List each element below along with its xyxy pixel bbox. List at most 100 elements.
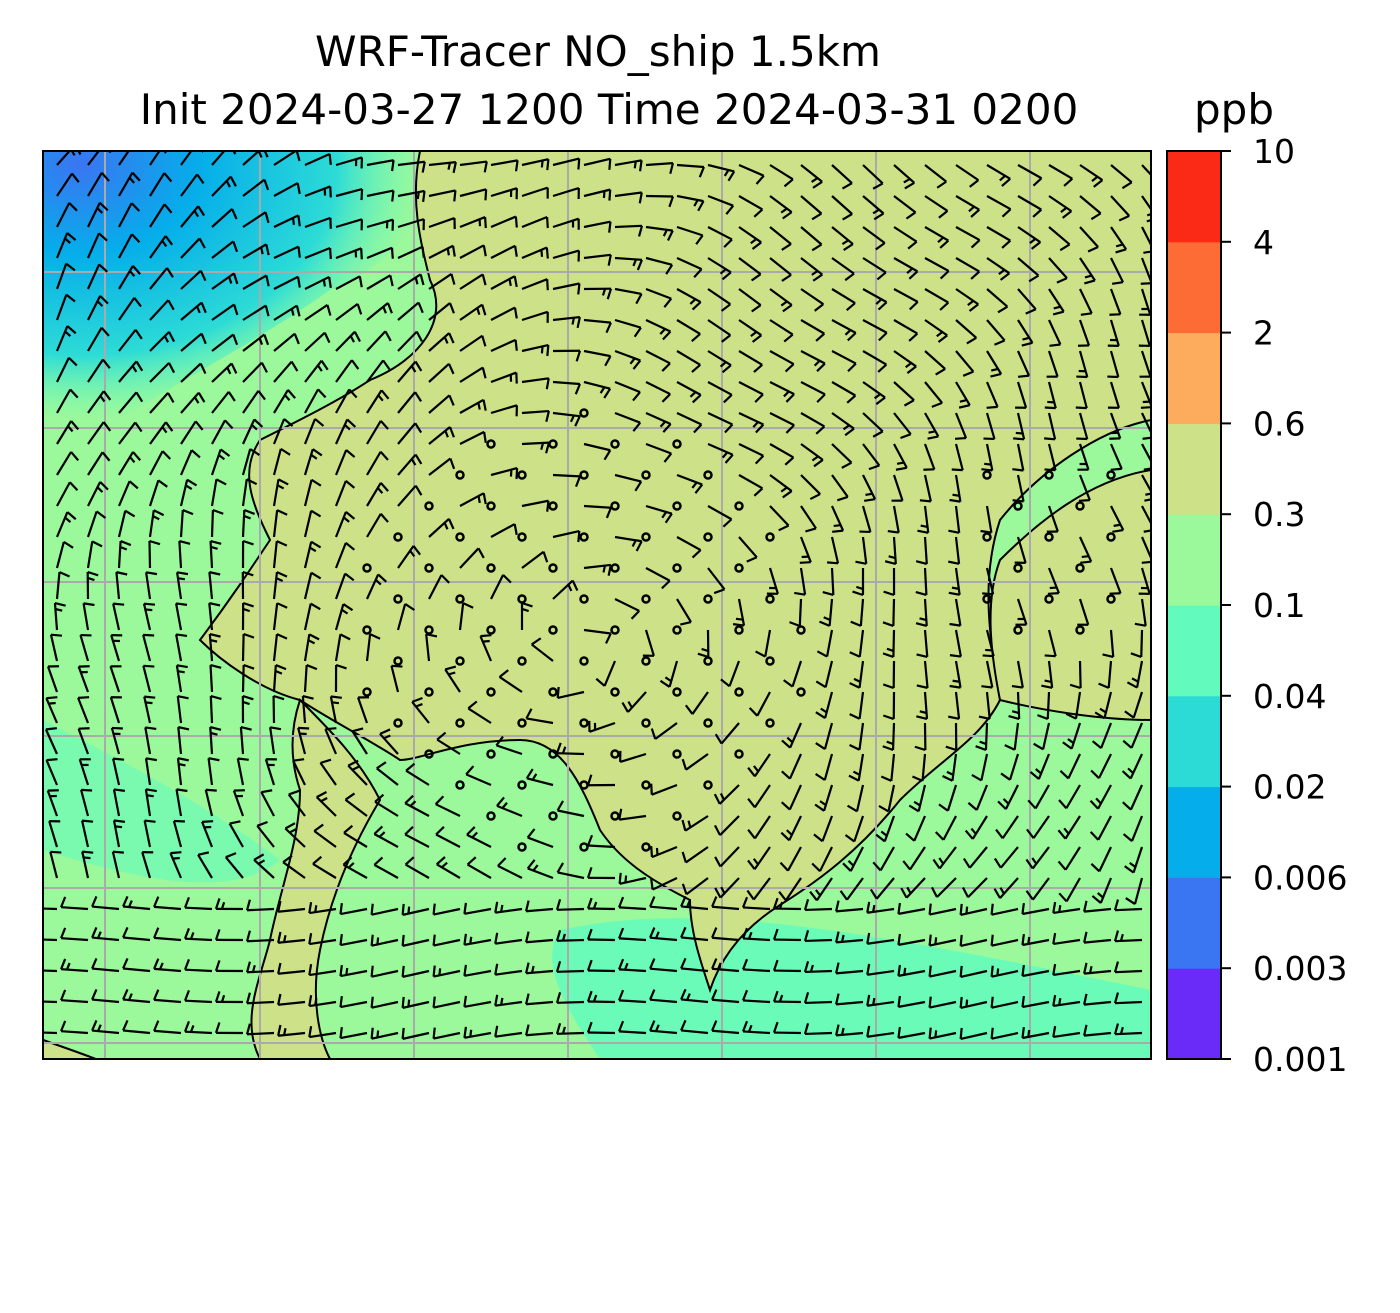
units-label: ppb bbox=[1194, 85, 1274, 134]
wind-barb bbox=[986, 350, 1003, 378]
wind-barb bbox=[211, 303, 239, 321]
wind-barb bbox=[56, 172, 80, 197]
wind-barb bbox=[1110, 195, 1131, 222]
wind-barb bbox=[583, 157, 612, 170]
wind-barb bbox=[831, 257, 855, 282]
wind-barb bbox=[201, 820, 214, 848]
wind-barb bbox=[208, 602, 221, 631]
wind-barb bbox=[304, 185, 332, 198]
wind-barb bbox=[645, 381, 671, 403]
wind-barb bbox=[118, 451, 142, 476]
wind-barb bbox=[614, 380, 641, 402]
wind-barb bbox=[707, 350, 732, 374]
wind-barb bbox=[46, 789, 59, 817]
wind-barb bbox=[869, 877, 895, 900]
calm-circle bbox=[672, 811, 682, 821]
wind-barb bbox=[680, 895, 709, 911]
wind-barb bbox=[87, 421, 112, 445]
wind-barb bbox=[1021, 902, 1050, 916]
wind-barb bbox=[618, 958, 647, 973]
wind-barb bbox=[308, 902, 337, 915]
wind-barb bbox=[373, 856, 399, 879]
wind-barb bbox=[738, 350, 763, 373]
wind-barb bbox=[459, 303, 487, 321]
wind-barb bbox=[242, 361, 268, 383]
wind-barb bbox=[676, 319, 701, 342]
wind-barb bbox=[1089, 815, 1112, 841]
wind-barb bbox=[180, 301, 207, 321]
wind-barb bbox=[1079, 164, 1104, 188]
wind-barb bbox=[479, 634, 493, 662]
wind-barb bbox=[924, 257, 950, 280]
wind-barb bbox=[366, 482, 389, 507]
calm-circle bbox=[1075, 563, 1085, 573]
wind-barb bbox=[304, 216, 332, 229]
calm-circle bbox=[1044, 470, 1054, 480]
calm-circle bbox=[455, 470, 465, 480]
wind-barb bbox=[366, 389, 390, 414]
wind-barb bbox=[1078, 536, 1093, 564]
calm-circle bbox=[982, 532, 992, 542]
wind-barb bbox=[404, 825, 430, 848]
calm-circle bbox=[982, 470, 992, 480]
wind-barb bbox=[91, 927, 120, 942]
wind-barb bbox=[707, 567, 726, 595]
wind-barb bbox=[1110, 226, 1128, 254]
wind-barb bbox=[878, 784, 896, 813]
wind-barb bbox=[924, 381, 943, 408]
wind-barb bbox=[376, 761, 399, 786]
wind-barb bbox=[618, 989, 647, 1004]
wind-barb bbox=[738, 381, 764, 403]
wind-barb bbox=[583, 188, 612, 201]
calm-wind-circles bbox=[362, 408, 1116, 852]
wind-barb bbox=[1052, 994, 1081, 1008]
colorbar-tick-label: 0.001 bbox=[1253, 1040, 1347, 1079]
wind-barb bbox=[645, 225, 674, 242]
wind-barb bbox=[831, 350, 857, 373]
wind-barb bbox=[273, 360, 299, 383]
wind-barb bbox=[794, 567, 807, 596]
wind-barb bbox=[397, 391, 422, 414]
wind-barb bbox=[1021, 1026, 1050, 1040]
calm-circle bbox=[982, 594, 992, 604]
wind-barb bbox=[1037, 691, 1051, 721]
wind-barb bbox=[902, 846, 926, 871]
wind-barb bbox=[711, 1020, 740, 1035]
wind-barb bbox=[175, 664, 188, 693]
wind-barb bbox=[849, 691, 865, 720]
wind-barb bbox=[343, 824, 368, 848]
wind-barb bbox=[1048, 195, 1073, 219]
wind-barb bbox=[552, 249, 581, 262]
wind-barb bbox=[583, 287, 613, 300]
wind-barb bbox=[831, 288, 856, 312]
calm-circle bbox=[393, 718, 403, 728]
wind-barb bbox=[428, 217, 456, 230]
wind-barb bbox=[118, 329, 143, 352]
wind-barb bbox=[241, 694, 254, 724]
wind-barb bbox=[1113, 1023, 1143, 1036]
wind-barb bbox=[649, 896, 678, 911]
wind-barb bbox=[313, 823, 337, 848]
wind-barb bbox=[772, 990, 802, 1004]
wind-barb bbox=[583, 220, 612, 233]
wind-barb bbox=[1110, 164, 1133, 190]
wind-barb bbox=[948, 536, 961, 565]
wind-barb bbox=[649, 989, 678, 1004]
wind-barb bbox=[1077, 443, 1090, 471]
wind-barb bbox=[1017, 288, 1037, 315]
wind-barb bbox=[112, 788, 126, 817]
wind-barb bbox=[738, 257, 762, 282]
wind-barb bbox=[789, 598, 803, 628]
wind-barb bbox=[747, 753, 771, 778]
wind-barb bbox=[242, 151, 269, 166]
wind-barb bbox=[335, 388, 358, 414]
wind-barb bbox=[747, 815, 771, 840]
wind-barb bbox=[112, 602, 125, 631]
wind-barb bbox=[814, 784, 834, 812]
wind-barb bbox=[224, 852, 244, 879]
wind-barb bbox=[891, 474, 904, 502]
wind-barb bbox=[587, 834, 616, 849]
wind-barb bbox=[1059, 753, 1081, 780]
wind-barb bbox=[882, 660, 896, 690]
calm-circle bbox=[641, 718, 651, 728]
